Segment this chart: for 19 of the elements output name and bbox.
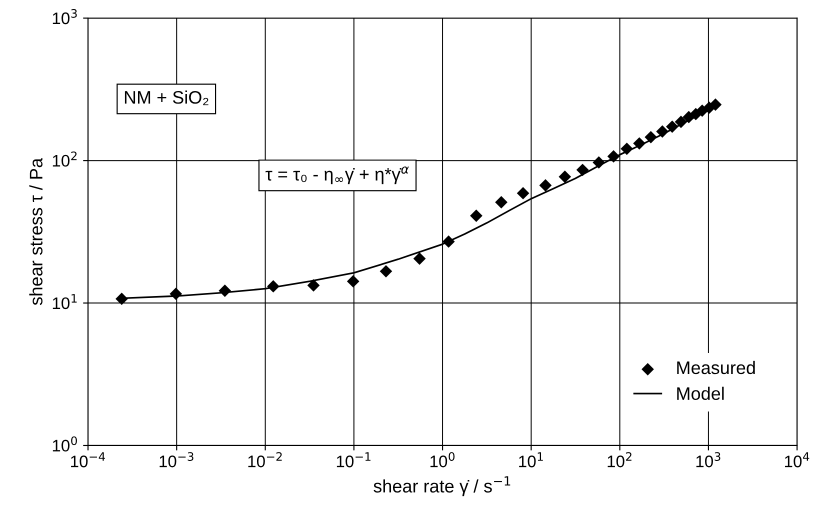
x-tick-label: 10$^{−2}$ [248,452,282,468]
x-axis-title: shear rate γ̇ / s$^{−1}$ [374,476,510,496]
y-tick-label: 10$^{0}$ [52,436,77,452]
x-tick-label: 10$^{3}$ [696,452,720,468]
annotation: NM + SiO₂ [124,90,208,106]
legend-label: Model [677,386,724,400]
x-tick-label: 10$^{−3}$ [160,452,194,468]
x-tick-label: 10$^{−4}$ [71,452,106,468]
y-tick-label: 10$^{2}$ [52,151,77,167]
x-tick-label: 10$^{4}$ [785,452,810,468]
x-tick-label: 10$^{−1}$ [336,452,370,468]
x-tick-label: 10$^{0}$ [430,452,455,468]
annotation: τ = τ₀ - η$_{∞}$γ̇ + η*γ̇$^{α}$ [266,166,409,184]
y-axis-title: shear stress τ / Pa [29,158,43,306]
y-tick-label: 10$^{1}$ [52,294,77,310]
legend-label: Measured [677,360,755,374]
y-tick-label: 10$^{3}$ [52,9,77,24]
x-tick-label: 10$^{2}$ [608,452,632,468]
x-tick-label: 10$^{1}$ [519,452,543,468]
